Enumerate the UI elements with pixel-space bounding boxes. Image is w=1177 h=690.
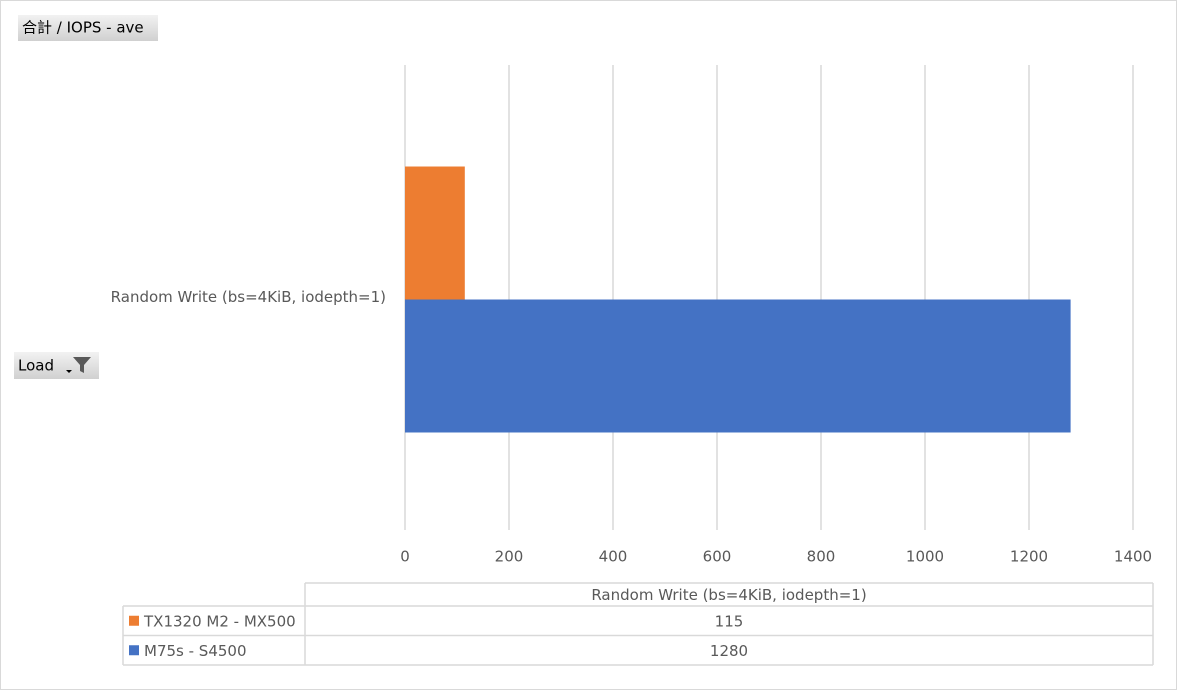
x-tick-label: 800 [807, 548, 836, 566]
legend-swatch [129, 615, 139, 626]
button-label: Load [18, 357, 54, 375]
table-value: 1280 [710, 642, 748, 660]
button-bg [18, 15, 158, 41]
bar [405, 299, 1071, 433]
x-tick-label: 0 [400, 548, 410, 566]
legend-swatch [129, 645, 139, 656]
dropdown-icon [66, 370, 72, 373]
axis-field-button[interactable]: Load [14, 352, 99, 379]
legend-label: M75s - S4500 [144, 642, 247, 660]
value-field-button[interactable]: 合計 / IOPS - ave [18, 15, 158, 41]
y-tick-label: Random Write (bs=4KiB, iodepth=1) [111, 288, 386, 306]
x-tick-label: 1400 [1114, 548, 1152, 566]
x-tick-label: 1200 [1010, 548, 1048, 566]
legend-label: TX1320 M2 - MX500 [143, 612, 296, 630]
button-bg [14, 352, 99, 379]
x-tick-label: 200 [495, 548, 524, 566]
filter-icon [73, 357, 91, 373]
button-label: 合計 / IOPS - ave [22, 19, 144, 37]
table-header: Random Write (bs=4KiB, iodepth=1) [591, 586, 866, 604]
table-value: 115 [715, 612, 744, 630]
bar [405, 166, 465, 300]
x-tick-label: 1000 [906, 548, 944, 566]
x-tick-label: 600 [703, 548, 732, 566]
x-tick-label: 400 [599, 548, 628, 566]
